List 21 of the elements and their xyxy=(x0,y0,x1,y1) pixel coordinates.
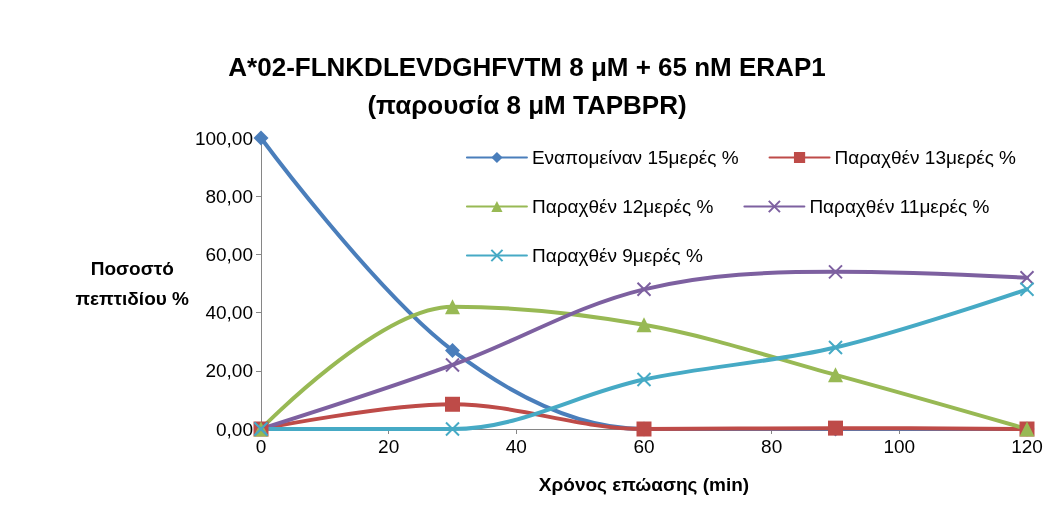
legend-label: Παραχθέν 13μερές % xyxy=(834,147,1017,168)
x-tick-label: 60 xyxy=(633,436,655,457)
x-tick-label: 20 xyxy=(378,436,400,457)
y-tick-label: 20,00 xyxy=(205,360,253,382)
legend-label: Εναπομείναν 15μερές % xyxy=(531,147,739,168)
x-tick-label: 120 xyxy=(1011,436,1043,457)
y-tick-label: 0,00 xyxy=(216,418,253,440)
legend-label: Παραχθέν 12μερές % xyxy=(531,196,714,217)
y-tick-label: 80,00 xyxy=(205,185,253,207)
y-tick-label: 60,00 xyxy=(205,243,253,265)
y-axis-title: Ποσοστό πεπτιδίου % xyxy=(75,258,190,309)
x-tick-label: 100 xyxy=(883,436,916,457)
legend-label: Παραχθέν 9μερές % xyxy=(531,245,703,266)
x-tick-label: 40 xyxy=(505,436,527,457)
y-tick-label: 40,00 xyxy=(205,302,253,324)
chart-title: A*02-FLNKDLEVDGHFVTM 8 μM + 65 nM ERAP1 (παρουσία 8 μM TAPBPR) xyxy=(228,52,826,120)
x-tick-label: 80 xyxy=(761,436,783,457)
y-tick-label: 100,00 xyxy=(194,127,253,149)
x-tick-label: 0 xyxy=(255,436,267,457)
legend-label: Παραχθέν 11μερές % xyxy=(809,196,990,217)
x-axis-title: Χρόνος επώασης (min) xyxy=(538,474,750,495)
